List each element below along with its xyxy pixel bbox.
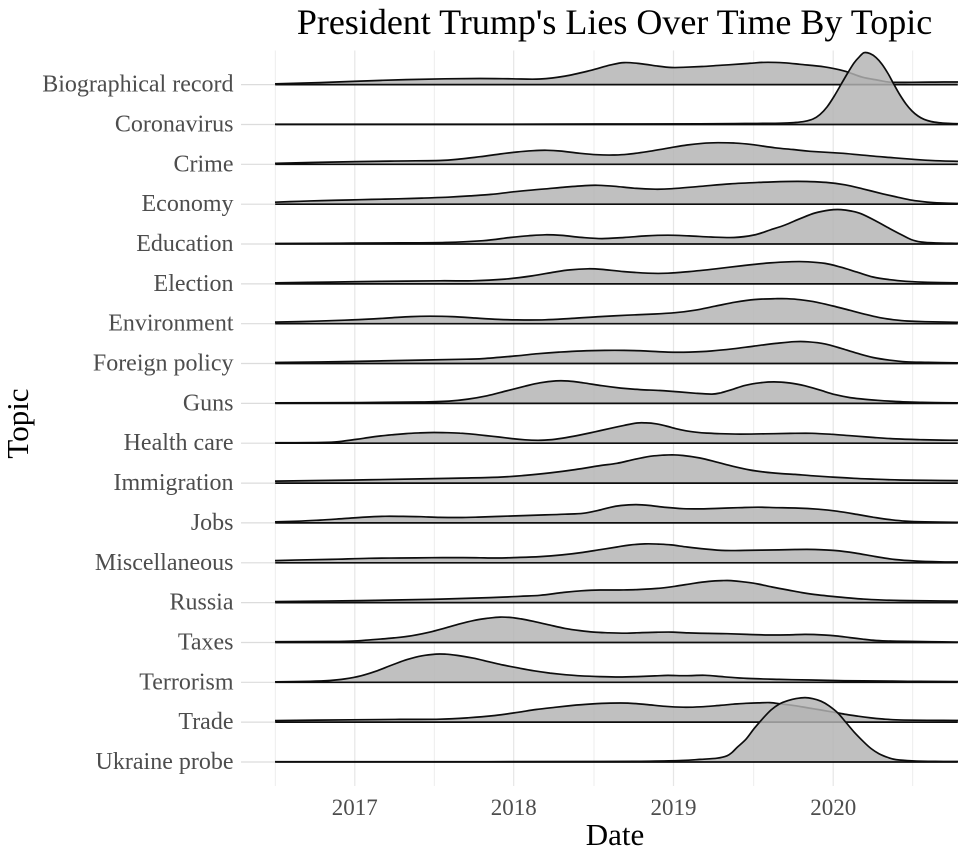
svg-text:Economy: Economy: [142, 191, 234, 217]
svg-text:Topic: Topic: [0, 388, 35, 458]
svg-text:President Trump's Lies Over Ti: President Trump's Lies Over Time By Topi…: [297, 2, 932, 42]
svg-text:Crime: Crime: [174, 151, 234, 177]
svg-text:Trade: Trade: [178, 709, 233, 735]
svg-text:Taxes: Taxes: [178, 630, 234, 656]
svg-text:2018: 2018: [491, 795, 537, 820]
svg-text:Health care: Health care: [124, 430, 234, 456]
svg-text:Education: Education: [136, 231, 233, 257]
svg-text:Jobs: Jobs: [191, 510, 234, 536]
svg-text:Environment: Environment: [108, 311, 234, 337]
svg-text:Foreign policy: Foreign policy: [93, 351, 234, 377]
svg-text:Immigration: Immigration: [114, 470, 234, 496]
svg-text:Miscellaneous: Miscellaneous: [95, 550, 234, 576]
svg-text:Terrorism: Terrorism: [139, 669, 234, 695]
svg-text:Biographical record: Biographical record: [42, 72, 233, 98]
svg-text:Election: Election: [154, 271, 234, 297]
svg-text:Russia: Russia: [169, 590, 233, 616]
svg-text:Guns: Guns: [183, 390, 234, 416]
svg-text:2017: 2017: [332, 795, 378, 820]
svg-text:Coronavirus: Coronavirus: [115, 112, 234, 138]
svg-text:Ukraine probe: Ukraine probe: [96, 749, 234, 775]
svg-text:2020: 2020: [810, 795, 856, 820]
svg-text:Date: Date: [586, 817, 645, 852]
svg-text:2019: 2019: [651, 795, 697, 820]
